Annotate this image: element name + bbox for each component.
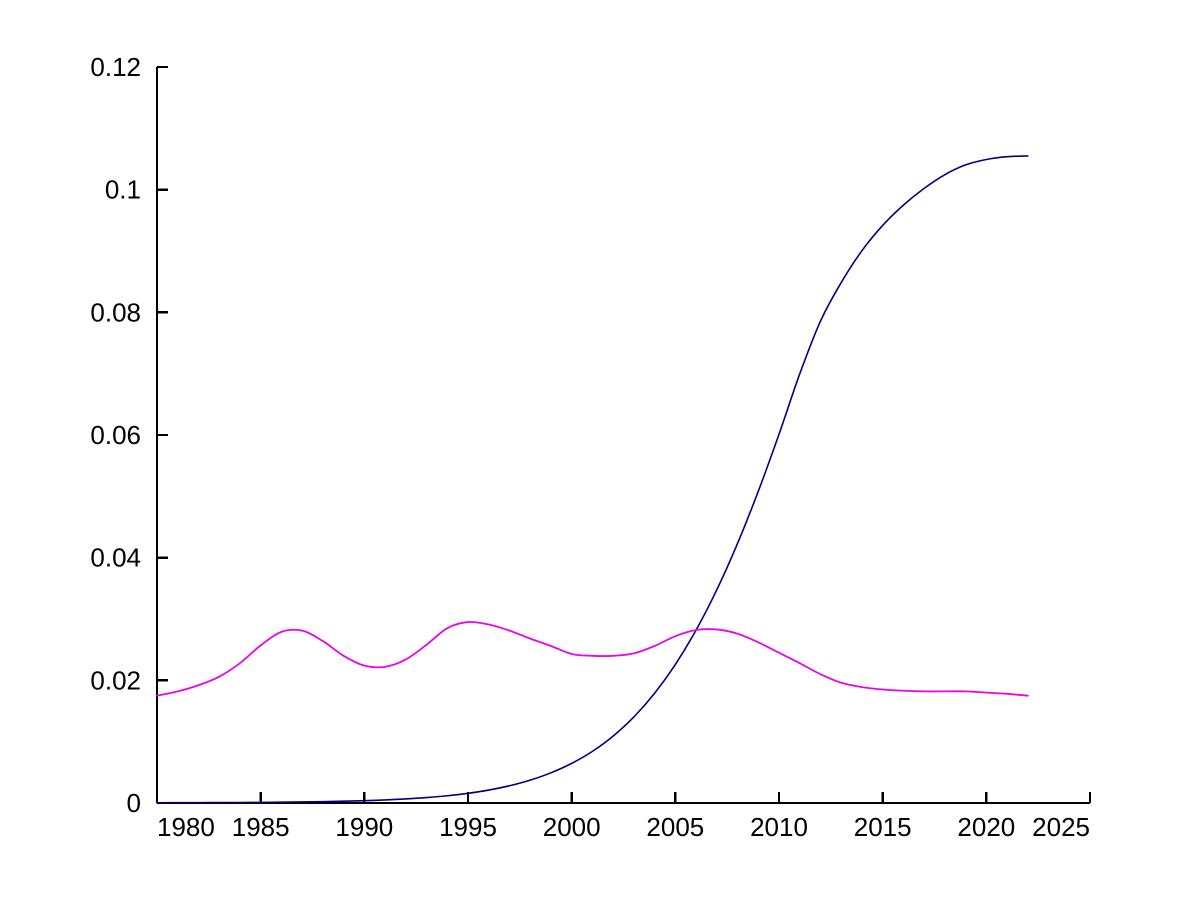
- series-magenta: [156, 621, 1029, 697]
- y-tick-label: 0.06: [90, 420, 141, 450]
- x-tick-label: 1990: [335, 812, 393, 842]
- x-tick-label: 2010: [750, 812, 808, 842]
- x-tick-label: 1985: [232, 812, 290, 842]
- y-tick-label: 0.02: [90, 665, 141, 695]
- x-tick-label: 2025: [1032, 812, 1090, 842]
- x-tick-label: 2000: [543, 812, 601, 842]
- x-tick-labels-group: 1980 1985 1990 1995 2000 2005 2010 2015 2020 2025: [157, 812, 1090, 842]
- y-tick-label: 0.12: [90, 52, 141, 82]
- x-tick-label: 2005: [646, 812, 704, 842]
- y-tick-labels-group: 0 0.02 0.04 0.06 0.08 0.1 0.12: [90, 52, 141, 818]
- data-series-group: [156, 155, 1029, 804]
- x-tick-label: 2015: [854, 812, 912, 842]
- x-tick-label: 1980: [157, 812, 215, 842]
- y-tick-label: 0.04: [90, 543, 141, 573]
- y-tick-label: 0.1: [105, 175, 141, 205]
- tick-marks-group: [157, 65, 1092, 803]
- axes-group: [155, 67, 1090, 805]
- x-tick-label: 2020: [957, 812, 1015, 842]
- x-tick-label: 1995: [439, 812, 497, 842]
- series-navy: [156, 155, 1029, 804]
- y-tick-label: 0: [127, 788, 141, 818]
- y-tick-label: 0.08: [90, 297, 141, 327]
